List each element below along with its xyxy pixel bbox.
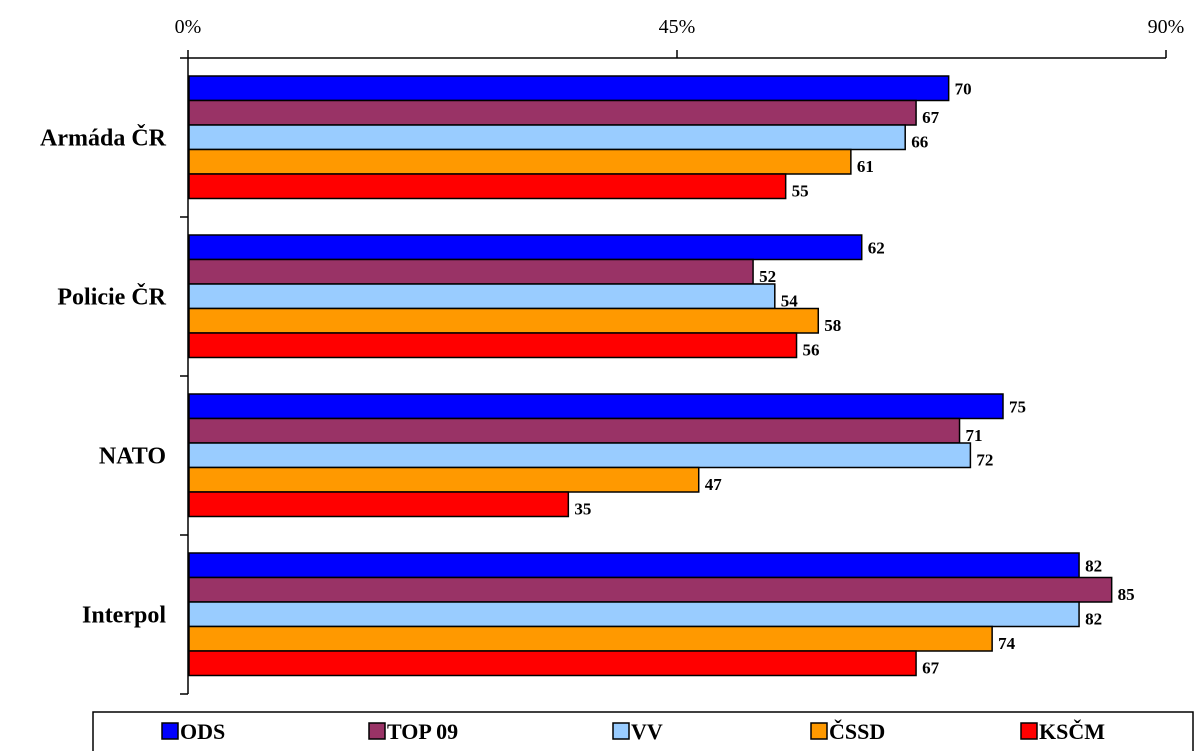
data-label: 71 (966, 426, 983, 445)
legend-label: KSČM (1039, 719, 1105, 744)
data-label: 52 (759, 267, 776, 286)
category-label: Armáda ČR (40, 124, 167, 151)
data-label: 61 (857, 157, 874, 176)
legend-label: ODS (180, 719, 225, 744)
data-label: 62 (868, 238, 885, 257)
data-label: 67 (922, 658, 940, 677)
data-label: 55 (792, 181, 809, 200)
data-label: 66 (911, 132, 928, 151)
bar (188, 625, 993, 652)
data-label: 75 (1009, 397, 1026, 416)
data-label: 82 (1085, 556, 1102, 575)
bar (188, 148, 852, 175)
bar (188, 332, 798, 359)
legend-swatch (368, 722, 386, 740)
bar (188, 173, 787, 200)
x-tick-label: 45% (659, 16, 696, 38)
category-label: NATO (99, 443, 166, 469)
bar (188, 491, 570, 518)
legend-label: VV (631, 719, 663, 744)
bar (188, 601, 1080, 628)
legend: ODS TOP 09 VV ČSSD KSČM (92, 711, 1194, 751)
bar (188, 234, 863, 261)
bar (188, 442, 972, 469)
bar (188, 466, 700, 493)
x-tick-label: 0% (175, 16, 202, 38)
bar (188, 99, 917, 126)
legend-swatch (810, 722, 828, 740)
bar (188, 650, 917, 677)
legend-box (92, 711, 1194, 751)
bar (188, 124, 906, 151)
bar (188, 417, 961, 444)
data-label: 85 (1118, 585, 1135, 604)
bar (188, 283, 776, 310)
category-label: Interpol (82, 602, 166, 628)
legend-swatch (1020, 722, 1038, 740)
x-tick-label: 90% (1148, 16, 1185, 38)
bar (188, 258, 754, 285)
bar (188, 393, 1004, 420)
legend-swatch (612, 722, 630, 740)
legend-label: TOP 09 (387, 719, 458, 744)
bar (188, 552, 1080, 579)
bar (188, 75, 950, 102)
data-label: 70 (955, 79, 972, 98)
data-label: 82 (1085, 609, 1102, 628)
data-label: 35 (574, 499, 591, 518)
category-label: Policie ČR (57, 283, 166, 310)
bar (188, 307, 820, 334)
data-label: 67 (922, 108, 940, 127)
bars (188, 75, 1113, 677)
data-label: 72 (976, 450, 993, 469)
data-label: 58 (824, 316, 841, 335)
data-label: 74 (998, 634, 1016, 653)
data-label: 54 (781, 291, 799, 310)
legend-label: ČSSD (829, 719, 885, 744)
bar (188, 576, 1113, 603)
legend-swatch (161, 722, 179, 740)
data-label: 47 (705, 475, 723, 494)
data-label: 56 (803, 340, 820, 359)
axes: 0% 45% 90% Armáda ČR Policie ČR NATO Interpol (40, 16, 1185, 695)
